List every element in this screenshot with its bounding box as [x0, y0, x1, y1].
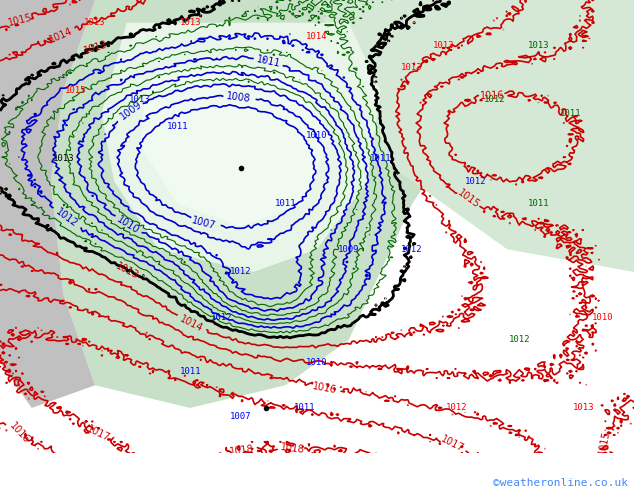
Polygon shape	[0, 0, 95, 408]
Text: 1018: 1018	[280, 442, 305, 455]
Text: 1013: 1013	[528, 41, 550, 50]
Text: 1014: 1014	[48, 25, 74, 45]
Text: 1016: 1016	[312, 381, 338, 395]
Text: 1015: 1015	[65, 86, 87, 95]
Polygon shape	[317, 0, 634, 272]
Text: Tu 28-05-2024 06:00 UTC (00+102): Tu 28-05-2024 06:00 UTC (00+102)	[387, 465, 628, 477]
Text: 1012: 1012	[465, 177, 486, 186]
Text: 1015: 1015	[597, 429, 611, 455]
Text: 1011: 1011	[255, 54, 281, 69]
Text: 1012: 1012	[401, 245, 423, 254]
Text: 1014: 1014	[178, 314, 204, 334]
Text: 1012: 1012	[509, 336, 531, 344]
Text: 1011: 1011	[528, 199, 550, 208]
Text: 1012: 1012	[446, 403, 467, 413]
Text: 1016: 1016	[7, 421, 31, 446]
Text: 1009: 1009	[338, 245, 359, 254]
Text: 1007: 1007	[230, 413, 252, 421]
Text: 1009: 1009	[118, 99, 143, 122]
Text: 1017: 1017	[439, 434, 465, 454]
Polygon shape	[51, 0, 476, 408]
Text: 1013: 1013	[84, 18, 106, 27]
Text: 1011: 1011	[560, 109, 581, 118]
Text: 1017: 1017	[86, 424, 112, 443]
Text: 1013: 1013	[179, 18, 201, 27]
Text: 1014: 1014	[306, 32, 328, 41]
Text: 1013: 1013	[53, 154, 74, 163]
Text: 1013: 1013	[573, 403, 594, 413]
Text: 1010: 1010	[592, 313, 613, 322]
Text: 1010: 1010	[114, 214, 141, 236]
Text: 1013: 1013	[129, 95, 150, 104]
Text: 1013: 1013	[82, 39, 109, 56]
Text: 1007: 1007	[191, 215, 217, 231]
Text: ©weatheronline.co.uk: ©weatheronline.co.uk	[493, 478, 628, 488]
Text: 1011: 1011	[179, 367, 201, 376]
Text: 1012: 1012	[54, 206, 80, 229]
Text: 1011: 1011	[370, 154, 391, 163]
Polygon shape	[101, 23, 380, 272]
Text: 1013: 1013	[433, 41, 455, 50]
Text: Surface pressure [hPa] ECMWF: Surface pressure [hPa] ECMWF	[6, 465, 216, 477]
Text: 1015: 1015	[455, 188, 481, 211]
Text: 1011: 1011	[294, 403, 315, 413]
Text: 1012: 1012	[484, 95, 505, 104]
Text: 1012: 1012	[230, 268, 252, 276]
Text: 1018: 1018	[230, 444, 255, 457]
Polygon shape	[139, 68, 330, 226]
Text: 1011: 1011	[275, 199, 296, 208]
Text: 1013: 1013	[114, 261, 141, 281]
Text: 1011: 1011	[167, 122, 188, 131]
Text: 1010: 1010	[306, 131, 328, 141]
Text: 1016: 1016	[480, 90, 505, 101]
Text: 1013: 1013	[401, 64, 423, 73]
Text: 1010: 1010	[306, 358, 328, 367]
Text: 1008: 1008	[226, 92, 252, 104]
Text: 1012: 1012	[211, 313, 233, 322]
Text: 1015: 1015	[8, 13, 34, 28]
